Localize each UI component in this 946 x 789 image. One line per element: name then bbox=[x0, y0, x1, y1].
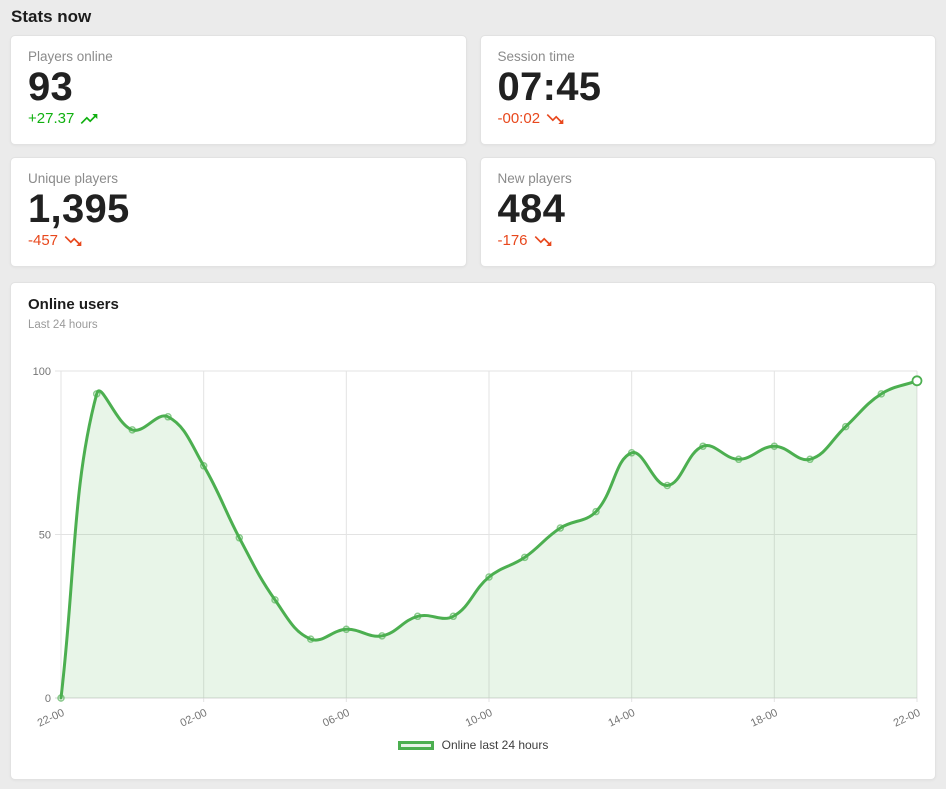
stat-delta: -457 bbox=[28, 231, 449, 251]
stat-delta-text: -457 bbox=[28, 232, 59, 249]
data-point[interactable] bbox=[413, 612, 422, 621]
stat-value: 1,395 bbox=[28, 187, 130, 231]
data-point[interactable] bbox=[663, 481, 672, 490]
x-tick-label: 22-00 bbox=[892, 707, 923, 730]
data-point[interactable] bbox=[57, 694, 65, 702]
y-tick-label: 0 bbox=[45, 693, 51, 705]
data-point[interactable] bbox=[199, 462, 208, 470]
data-point[interactable] bbox=[806, 455, 814, 464]
x-tick-label: 22-00 bbox=[36, 707, 67, 730]
data-point[interactable] bbox=[306, 635, 315, 643]
data-point[interactable] bbox=[627, 449, 636, 457]
stat-card-players-online: Players online 93 +27.37 bbox=[10, 35, 467, 145]
data-point[interactable] bbox=[520, 553, 529, 562]
stat-value: 484 bbox=[497, 187, 566, 231]
trending-down-icon bbox=[534, 236, 551, 246]
stat-delta: -176 bbox=[498, 231, 919, 251]
data-point[interactable] bbox=[699, 442, 707, 450]
stat-cards-grid: Players online 93 +27.37 Session time 07… bbox=[10, 35, 936, 267]
y-tick-label: 100 bbox=[33, 366, 51, 378]
stat-label: Unique players bbox=[28, 171, 119, 186]
data-point[interactable] bbox=[128, 426, 137, 434]
current-data-point[interactable] bbox=[911, 375, 923, 387]
data-point[interactable] bbox=[877, 390, 886, 398]
stat-value: 07:45 bbox=[497, 65, 602, 109]
data-point[interactable] bbox=[342, 625, 351, 634]
x-tick-label: 02-00 bbox=[178, 707, 209, 730]
stat-value: 93 bbox=[28, 65, 74, 109]
x-tick-label: 06-00 bbox=[321, 707, 352, 730]
stat-card-unique-players: Unique players 1,395 -457 bbox=[10, 157, 467, 267]
data-point[interactable] bbox=[449, 612, 458, 621]
legend-label: Online last 24 hours bbox=[441, 738, 549, 752]
data-point[interactable] bbox=[485, 573, 493, 581]
data-point[interactable] bbox=[770, 442, 779, 450]
online-users-chart-card: Online users Last 24 hours 22-00 02-00 06-… bbox=[10, 282, 936, 780]
y-tick-label: 50 bbox=[39, 530, 51, 542]
data-point[interactable] bbox=[841, 422, 850, 431]
trending-down-icon bbox=[64, 236, 82, 246]
data-point[interactable] bbox=[235, 534, 244, 542]
stat-card-new-players: New players 484 -176 bbox=[479, 157, 936, 267]
stat-label: Players online bbox=[28, 49, 113, 64]
data-point[interactable] bbox=[592, 507, 600, 516]
online-users-chart[interactable]: 22-00 02-00 06-00 10-00 14-00 18-00 22-00 0 50 10… bbox=[11, 343, 936, 743]
stat-delta-text: +27.37 bbox=[28, 110, 75, 127]
trending-down-icon bbox=[546, 114, 564, 124]
stat-label: New players bbox=[497, 171, 572, 186]
data-point[interactable] bbox=[378, 632, 386, 640]
x-tick-label: 10-00 bbox=[464, 707, 495, 730]
stat-delta-text: -176 bbox=[497, 232, 528, 249]
chart-legend[interactable]: Online last 24 hours bbox=[11, 738, 935, 752]
page-title: Stats now bbox=[11, 7, 92, 26]
line-series bbox=[59, 379, 919, 700]
trending-up-icon bbox=[80, 114, 98, 124]
legend-swatch bbox=[397, 740, 434, 750]
data-point[interactable] bbox=[734, 455, 743, 464]
stat-label: Session time bbox=[497, 49, 575, 64]
data-point[interactable] bbox=[271, 596, 279, 604]
stat-card-session-time: Session time 07:45 -00:02 bbox=[479, 35, 936, 145]
area-fill bbox=[61, 380, 917, 698]
chart-title: Online users bbox=[28, 296, 119, 313]
data-point[interactable] bbox=[92, 390, 101, 398]
x-tick-label: 18-00 bbox=[749, 707, 780, 730]
stat-delta: +27.37 bbox=[28, 109, 449, 129]
data-point[interactable] bbox=[556, 524, 565, 532]
stat-delta-text: -00:02 bbox=[497, 110, 541, 127]
x-tick-label: 14-00 bbox=[606, 707, 637, 730]
chart-subtitle: Last 24 hours bbox=[28, 319, 98, 331]
stat-delta: -00:02 bbox=[498, 109, 919, 129]
data-point[interactable] bbox=[164, 413, 172, 421]
